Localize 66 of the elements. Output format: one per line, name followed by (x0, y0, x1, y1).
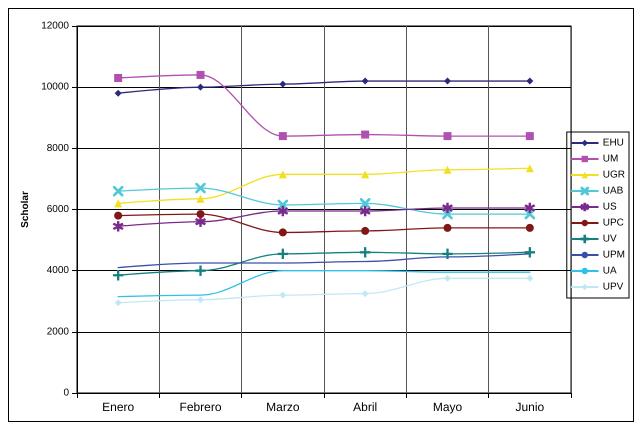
point (524, 247, 536, 258)
point (442, 248, 453, 260)
point (361, 226, 370, 235)
point (114, 212, 122, 220)
point (196, 70, 204, 79)
point (112, 221, 124, 232)
point (444, 78, 451, 85)
legend-label: UPM (602, 250, 626, 260)
legend-label: UA (602, 266, 617, 276)
point (114, 299, 122, 306)
legend-label: UPC (602, 218, 624, 228)
x-tick-label: Mayo (432, 400, 462, 414)
point (114, 199, 122, 208)
point (444, 224, 452, 232)
point (195, 216, 206, 227)
point (362, 290, 369, 298)
point (444, 166, 452, 174)
point (526, 224, 534, 232)
point (278, 132, 287, 140)
point (362, 78, 369, 85)
point (195, 265, 206, 276)
point (526, 274, 534, 282)
y-tick-label: 10000 (41, 82, 70, 93)
point (196, 210, 204, 218)
x-tick-label: Junio (515, 400, 545, 414)
legend-label: UAB (602, 186, 624, 196)
y-tick-label: 2000 (46, 326, 70, 338)
point (442, 202, 453, 214)
point (278, 206, 288, 216)
point (114, 90, 122, 97)
y-tick-label: 12000 (41, 20, 70, 32)
legend-label: US (602, 202, 617, 212)
point (279, 292, 286, 299)
x-tick-label: Febrero (179, 400, 222, 414)
legend-label: UPV (602, 282, 624, 292)
point (444, 274, 451, 282)
point (196, 194, 204, 203)
x-tick-label: Enero (102, 400, 134, 414)
point (361, 170, 370, 178)
point (278, 170, 287, 178)
y-axis-title: Scholar (20, 191, 31, 228)
y-tick-label: 8000 (46, 142, 70, 154)
point (112, 270, 124, 280)
x-tick-label: Abril (353, 400, 378, 414)
point (526, 78, 534, 85)
point (279, 80, 286, 88)
point (526, 164, 534, 172)
legend-label: UV (602, 234, 617, 244)
point (361, 130, 370, 139)
point (444, 132, 452, 140)
point (114, 74, 122, 82)
point (524, 202, 536, 214)
point (197, 84, 204, 91)
point (278, 248, 288, 260)
point (360, 247, 370, 258)
x-tick-label: Marzo (266, 400, 300, 414)
legend-label: UM (602, 154, 618, 164)
point (360, 206, 370, 216)
y-tick-label: 4000 (46, 265, 70, 276)
y-tick-label: 6000 (46, 204, 70, 215)
legend-label: EHU (602, 138, 624, 148)
point (278, 228, 287, 236)
point (197, 296, 204, 304)
point (526, 132, 534, 140)
legend-label: UGR (602, 170, 626, 180)
y-tick-label: 0 (63, 388, 70, 398)
